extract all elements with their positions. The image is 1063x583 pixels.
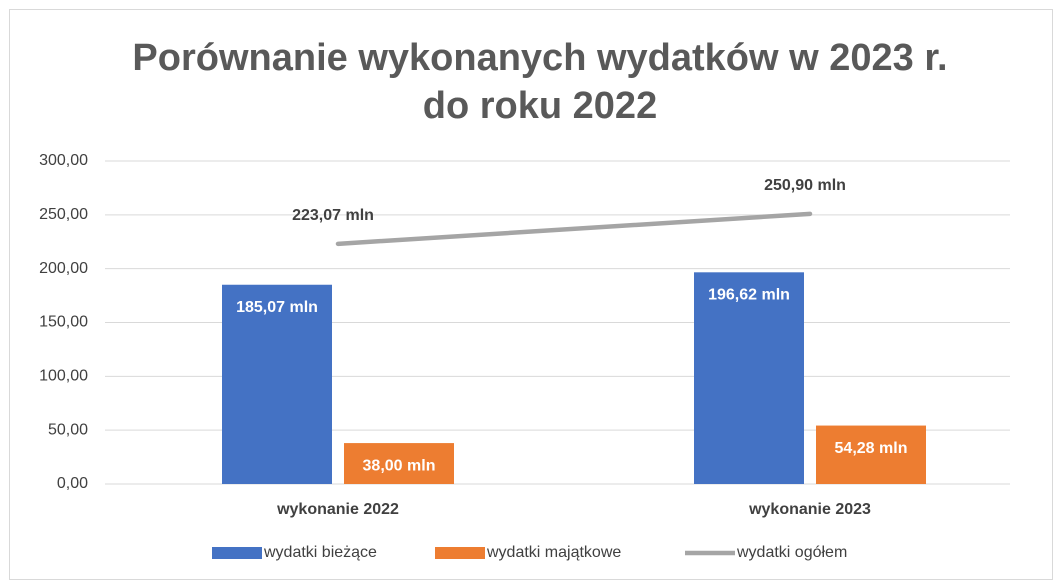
data-label: 196,62 mln [708,287,790,304]
bar [222,284,332,484]
chart-title: Porównanie wykonanych wydatków w 2023 r. [132,37,947,79]
y-tick-label: 0,00 [57,475,88,492]
legend-label: wydatki ogółem [736,544,847,561]
bar [816,425,926,484]
bar [694,272,804,484]
x-tick-label: wykonanie 2022 [276,501,399,518]
bar [344,443,454,484]
data-label: 54,28 mln [835,440,908,457]
data-label: 38,00 mln [363,457,436,474]
line [335,211,813,247]
y-tick-label: 200,00 [39,260,88,277]
data-label: 223,07 mln [292,207,374,224]
y-tick-label: 250,00 [39,206,88,223]
chart-title: do roku 2022 [423,85,657,127]
legend-label: wydatki majątkowe [486,544,621,561]
data-label: 185,07 mln [236,299,318,316]
legend-label: wydatki bieżące [263,544,377,561]
x-tick-label: wykonanie 2023 [748,501,871,518]
y-tick-label: 100,00 [39,368,88,385]
data-label: 250,90 mln [764,177,846,194]
legend-swatch [435,547,485,559]
legend-swatch [212,547,262,559]
y-tick-label: 150,00 [39,314,88,331]
y-tick-label: 300,00 [39,152,88,169]
y-tick-label: 50,00 [48,421,88,438]
